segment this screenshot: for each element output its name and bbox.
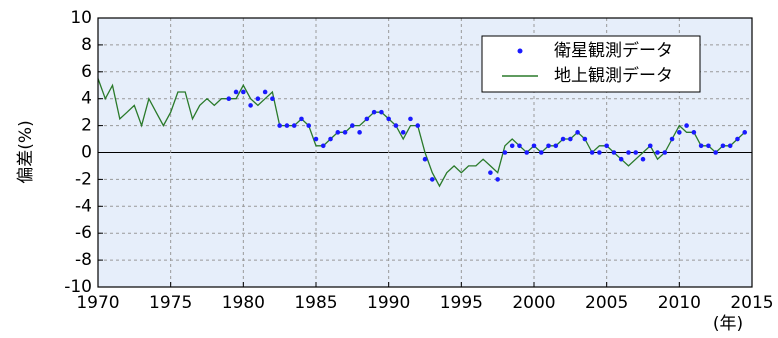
plot-frame — [97, 17, 753, 288]
data-point — [713, 150, 718, 155]
y-tick-label: -6 — [75, 223, 92, 243]
data-point — [720, 143, 726, 149]
data-line — [97, 78, 746, 188]
data-point — [350, 123, 355, 128]
data-point — [546, 143, 551, 149]
x-tick-label: 2015 — [730, 293, 773, 313]
data-point — [589, 150, 595, 155]
data-point — [735, 136, 740, 142]
legend-label: 地上観測データ — [554, 65, 673, 86]
data-point — [727, 143, 733, 149]
data-point — [379, 109, 384, 115]
data-point — [306, 123, 312, 128]
y-tick-label: -4 — [75, 196, 92, 216]
data-point — [655, 150, 660, 155]
data-point — [560, 136, 566, 142]
data-point — [320, 143, 326, 149]
x-axis-label: (年) — [713, 314, 743, 334]
data-point — [538, 150, 544, 155]
x-tick-label: 2005 — [585, 293, 628, 313]
data-point — [328, 136, 333, 142]
data-point — [386, 116, 391, 122]
data-point — [582, 136, 588, 142]
data-point — [669, 136, 675, 142]
data-point — [575, 130, 580, 135]
data-point — [277, 123, 282, 128]
y-tick-label: -8 — [75, 250, 92, 270]
data-point — [248, 103, 253, 108]
y-tick-label: 0 — [81, 143, 92, 163]
x-tick-label: 1970 — [76, 293, 119, 313]
data-point — [618, 156, 624, 162]
data-point — [400, 130, 406, 135]
data-point — [647, 143, 653, 149]
x-tick-label: 1990 — [367, 293, 410, 313]
data-point — [270, 96, 275, 101]
data-point — [408, 116, 413, 122]
y-tick-label: -10 — [64, 277, 92, 297]
data-point — [597, 150, 602, 155]
data-point — [429, 177, 435, 182]
data-point — [509, 143, 515, 149]
data-point — [626, 150, 631, 155]
x-tick-label: 1980 — [222, 293, 265, 313]
x-tick-label: 1975 — [149, 293, 192, 313]
data-point — [255, 96, 261, 101]
data-point — [371, 109, 377, 115]
data-point — [691, 130, 697, 135]
data-point — [633, 150, 639, 155]
data-point — [742, 130, 748, 135]
data-point — [568, 136, 573, 142]
data-point — [604, 143, 609, 149]
data-point — [299, 116, 304, 122]
data-point — [698, 143, 704, 149]
data-point — [313, 136, 319, 142]
data-point — [291, 123, 297, 128]
data-point — [677, 130, 682, 135]
data-point — [335, 130, 341, 135]
data-point — [233, 89, 239, 95]
data-point — [517, 143, 522, 149]
data-point — [706, 143, 711, 149]
y-tick-label: 4 — [81, 89, 92, 109]
data-point — [415, 123, 421, 128]
data-point — [262, 89, 268, 95]
x-tick-label: 1995 — [440, 293, 483, 313]
y-tick-label: 2 — [81, 116, 92, 136]
data-point — [488, 170, 493, 175]
data-point — [357, 130, 362, 135]
data-point — [241, 89, 246, 95]
data-point — [422, 156, 428, 162]
data-point — [684, 123, 689, 128]
data-point — [495, 177, 500, 182]
x-tick-label: 2000 — [512, 293, 555, 313]
data-point — [531, 143, 537, 149]
x-tick-label: 1985 — [294, 293, 337, 313]
data-point — [226, 96, 232, 101]
data-point — [611, 150, 617, 155]
data-point — [553, 143, 559, 149]
data-point — [662, 150, 668, 155]
y-tick-label: -2 — [75, 169, 92, 189]
y-axis-label: 偏差(%) — [16, 120, 36, 183]
data-point — [284, 123, 290, 128]
data-point — [393, 123, 399, 128]
data-point — [342, 130, 348, 135]
data-point — [502, 150, 508, 155]
legend-box — [481, 35, 701, 93]
y-tick-label: 10 — [70, 8, 92, 28]
y-tick-label: 6 — [81, 62, 92, 82]
y-tick-label: 8 — [81, 35, 92, 55]
legend-marker — [517, 48, 523, 54]
data-point — [640, 156, 646, 162]
legend-label: 衛星観測データ — [554, 40, 673, 61]
data-point — [524, 150, 530, 155]
x-tick-label: 2010 — [658, 293, 701, 313]
data-point — [364, 116, 370, 122]
